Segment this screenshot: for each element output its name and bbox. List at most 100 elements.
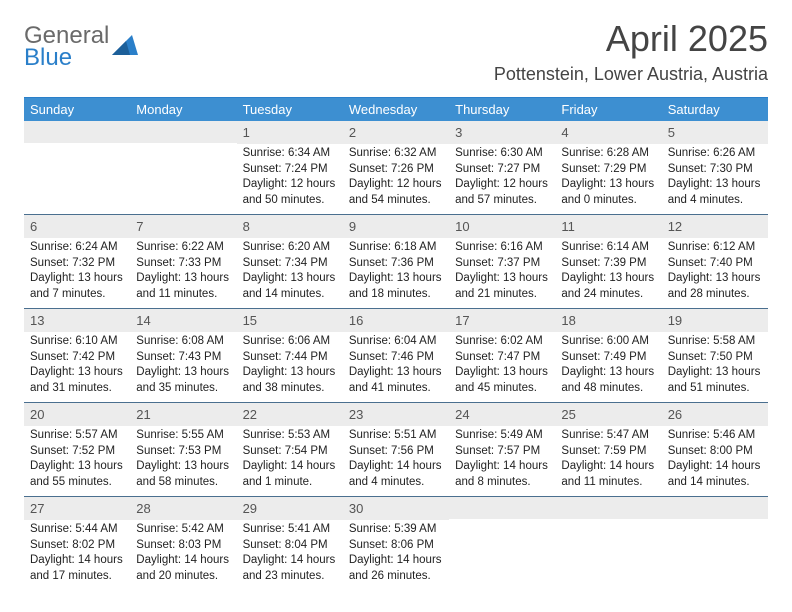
day-number: 13 bbox=[30, 313, 44, 328]
day-info-line: Daylight: 12 hours bbox=[455, 177, 549, 193]
day-info-line: Daylight: 14 hours bbox=[30, 553, 124, 569]
day-number-row bbox=[449, 497, 555, 519]
day-cell bbox=[24, 121, 130, 214]
day-cell: 17Sunrise: 6:02 AMSunset: 7:47 PMDayligh… bbox=[449, 309, 555, 402]
day-cell: 7Sunrise: 6:22 AMSunset: 7:33 PMDaylight… bbox=[130, 215, 236, 308]
day-info-line: Sunrise: 6:22 AM bbox=[136, 240, 230, 256]
day-info-line: Sunrise: 6:30 AM bbox=[455, 146, 549, 162]
day-info-line: Sunset: 7:52 PM bbox=[30, 444, 124, 460]
day-body: Sunrise: 5:47 AMSunset: 7:59 PMDaylight:… bbox=[555, 426, 661, 496]
day-cell: 20Sunrise: 5:57 AMSunset: 7:52 PMDayligh… bbox=[24, 403, 130, 496]
day-info-line: Sunset: 7:50 PM bbox=[668, 350, 762, 366]
day-cell: 29Sunrise: 5:41 AMSunset: 8:04 PMDayligh… bbox=[237, 497, 343, 590]
day-info-line: and 24 minutes. bbox=[561, 287, 655, 303]
week-row: 13 Sunrise: 6:10 AMSunset: 7:42 PMDayligh… bbox=[24, 308, 768, 402]
day-cell: 19Sunrise: 5:58 AMSunset: 7:50 PMDayligh… bbox=[662, 309, 768, 402]
day-body: Sunrise: 6:30 AMSunset: 7:27 PMDaylight:… bbox=[449, 144, 555, 214]
day-info-line: Sunrise: 6:06 AM bbox=[243, 334, 337, 350]
day-number: 30 bbox=[349, 501, 363, 516]
day-body: Sunrise: 6:16 AMSunset: 7:37 PMDaylight:… bbox=[449, 238, 555, 308]
dow-cell: Monday bbox=[130, 98, 236, 121]
day-info-line: Sunset: 7:57 PM bbox=[455, 444, 549, 460]
week-row: 6Sunrise: 6:24 AMSunset: 7:32 PMDaylight… bbox=[24, 214, 768, 308]
day-info-line: Sunset: 7:32 PM bbox=[30, 256, 124, 272]
dow-cell: Wednesday bbox=[343, 98, 449, 121]
day-cell: 6Sunrise: 6:24 AMSunset: 7:32 PMDaylight… bbox=[24, 215, 130, 308]
day-info-line: Sunrise: 6:10 AM bbox=[30, 334, 124, 350]
day-number-row: 14 bbox=[130, 309, 236, 332]
day-cell: 5Sunrise: 6:26 AMSunset: 7:30 PMDaylight… bbox=[662, 121, 768, 214]
day-info-line: and 57 minutes. bbox=[455, 193, 549, 209]
week-row: 1Sunrise: 6:34 AMSunset: 7:24 PMDaylight… bbox=[24, 121, 768, 214]
day-info-line: Sunrise: 5:49 AM bbox=[455, 428, 549, 444]
day-info-line: Sunset: 7:36 PM bbox=[349, 256, 443, 272]
day-cell: 14Sunrise: 6:08 AMSunset: 7:43 PMDayligh… bbox=[130, 309, 236, 402]
day-info-line: Sunrise: 5:39 AM bbox=[349, 522, 443, 538]
day-number-row: 18 bbox=[555, 309, 661, 332]
day-info-line: Daylight: 14 hours bbox=[349, 553, 443, 569]
day-number-row: 19 bbox=[662, 309, 768, 332]
header: General Blue April 2025 Pottenstein, Low… bbox=[24, 18, 768, 87]
day-body: Sunrise: 6:10 AMSunset: 7:42 PMDaylight:… bbox=[24, 332, 130, 402]
day-body: Sunrise: 5:46 AMSunset: 8:00 PMDaylight:… bbox=[662, 426, 768, 496]
day-info-line: and 18 minutes. bbox=[349, 287, 443, 303]
day-info-line: Daylight: 13 hours bbox=[349, 365, 443, 381]
day-number-row: 10 bbox=[449, 215, 555, 238]
day-number-row: 25 bbox=[555, 403, 661, 426]
day-info-line: Sunrise: 6:16 AM bbox=[455, 240, 549, 256]
day-info-line: Daylight: 14 hours bbox=[243, 553, 337, 569]
day-body: Sunrise: 6:00 AMSunset: 7:49 PMDaylight:… bbox=[555, 332, 661, 402]
day-info-line: and 7 minutes. bbox=[30, 287, 124, 303]
day-info-line: and 1 minute. bbox=[243, 475, 337, 491]
day-cell: 16Sunrise: 6:04 AMSunset: 7:46 PMDayligh… bbox=[343, 309, 449, 402]
day-info-line: Daylight: 14 hours bbox=[668, 459, 762, 475]
day-number-row: 9 bbox=[343, 215, 449, 238]
day-number-row: 3 bbox=[449, 121, 555, 144]
day-info-line: Sunset: 7:56 PM bbox=[349, 444, 443, 460]
day-body: Sunrise: 6:32 AMSunset: 7:26 PMDaylight:… bbox=[343, 144, 449, 214]
day-cell: 28Sunrise: 5:42 AMSunset: 8:03 PMDayligh… bbox=[130, 497, 236, 590]
day-number: 18 bbox=[561, 313, 575, 328]
day-body: Sunrise: 6:20 AMSunset: 7:34 PMDaylight:… bbox=[237, 238, 343, 308]
day-body bbox=[662, 519, 768, 527]
day-info-line: Sunrise: 6:08 AM bbox=[136, 334, 230, 350]
day-info-line: and 58 minutes. bbox=[136, 475, 230, 491]
day-info-line: and 45 minutes. bbox=[455, 381, 549, 397]
day-info-line: and 28 minutes. bbox=[668, 287, 762, 303]
day-info-line: Sunset: 7:37 PM bbox=[455, 256, 549, 272]
day-number-row: 22 bbox=[237, 403, 343, 426]
day-number-row bbox=[662, 497, 768, 519]
day-info-line: Sunset: 7:26 PM bbox=[349, 162, 443, 178]
day-info-line: Sunrise: 5:42 AM bbox=[136, 522, 230, 538]
day-info-line: and 41 minutes. bbox=[349, 381, 443, 397]
day-number-row: 12 bbox=[662, 215, 768, 238]
day-info-line: Daylight: 13 hours bbox=[136, 365, 230, 381]
day-info-line: Daylight: 13 hours bbox=[668, 365, 762, 381]
day-info-line: and 50 minutes. bbox=[243, 193, 337, 209]
day-info-line: Daylight: 13 hours bbox=[30, 459, 124, 475]
day-body: Sunrise: 6:22 AMSunset: 7:33 PMDaylight:… bbox=[130, 238, 236, 308]
day-body bbox=[24, 143, 130, 151]
day-info-line: and 23 minutes. bbox=[243, 569, 337, 585]
day-info-line: Sunset: 7:59 PM bbox=[561, 444, 655, 460]
day-info-line: Sunset: 7:44 PM bbox=[243, 350, 337, 366]
day-info-line: Sunrise: 5:51 AM bbox=[349, 428, 443, 444]
day-number: 12 bbox=[668, 219, 682, 234]
day-info-line: Sunset: 8:02 PM bbox=[30, 538, 124, 554]
dow-cell: Sunday bbox=[24, 98, 130, 121]
day-info-line: Sunset: 7:40 PM bbox=[668, 256, 762, 272]
day-info-line: and 35 minutes. bbox=[136, 381, 230, 397]
day-number: 14 bbox=[136, 313, 150, 328]
day-number-row: 24 bbox=[449, 403, 555, 426]
day-info-line: Daylight: 13 hours bbox=[30, 365, 124, 381]
day-number-row: 2 bbox=[343, 121, 449, 144]
day-number-row: 28 bbox=[130, 497, 236, 520]
day-info-line: Daylight: 13 hours bbox=[561, 177, 655, 193]
day-info-line: Sunset: 7:53 PM bbox=[136, 444, 230, 460]
day-cell: 10Sunrise: 6:16 AMSunset: 7:37 PMDayligh… bbox=[449, 215, 555, 308]
dow-cell: Saturday bbox=[662, 98, 768, 121]
day-info-line: Daylight: 12 hours bbox=[349, 177, 443, 193]
day-info-line: Sunrise: 6:26 AM bbox=[668, 146, 762, 162]
day-number: 5 bbox=[668, 125, 675, 140]
day-info-line: and 8 minutes. bbox=[455, 475, 549, 491]
